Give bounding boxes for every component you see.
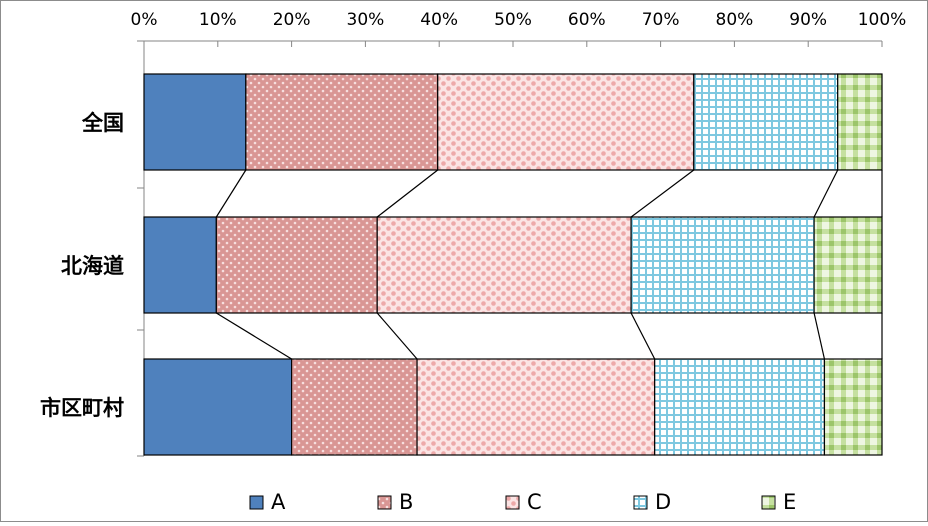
legend-label: C [527,490,542,514]
legend-swatch [249,495,264,510]
x-tick-label: 40% [420,10,458,30]
series-connector-line [215,169,247,218]
legend-label: B [399,490,413,514]
category-label: 全国 [81,111,124,135]
bar-segment [837,73,883,171]
x-tick-label: 80% [716,10,754,30]
bar-segment [143,358,293,456]
x-tick-label: 20% [273,10,311,30]
series-connector-line [813,169,839,218]
series-connector-line [630,169,695,218]
bar-segment [693,73,839,171]
x-tick-label: 60% [568,10,606,30]
category-label: 市区町村 [40,396,124,420]
legend-swatch [505,495,520,510]
bar-segment [376,216,632,314]
x-tick-label: 90% [789,10,827,30]
bar-segment [437,73,695,171]
x-tick-label: 30% [347,10,385,30]
legend-label: A [271,490,286,514]
bar-segment [813,216,883,314]
legend-swatch [377,495,392,510]
bar-segment [245,73,439,171]
series-connector-line [813,312,826,360]
bar-segment [143,73,247,171]
bar-segment [291,358,418,456]
legend-swatch [761,495,776,510]
x-tick-label: 100% [858,10,907,30]
legend-swatch [633,495,648,510]
series-connector-line [630,312,656,360]
x-tick-label: 10% [199,10,237,30]
bar-segment [215,216,378,314]
series-connector-line [376,169,439,218]
x-tick-label: 0% [131,10,158,30]
category-label: 北海道 [61,254,124,278]
bar-segment [654,358,826,456]
legend-label: D [655,490,671,514]
series-connector-line [216,312,292,360]
x-tick-label: 50% [494,10,532,30]
bar-segment [630,216,815,314]
bar-segment [823,358,883,456]
x-tick-label: 70% [642,10,680,30]
series-connector-line [376,312,418,360]
bar-segment [143,216,217,314]
legend-label: E [783,490,796,514]
bar-segment [416,358,656,456]
